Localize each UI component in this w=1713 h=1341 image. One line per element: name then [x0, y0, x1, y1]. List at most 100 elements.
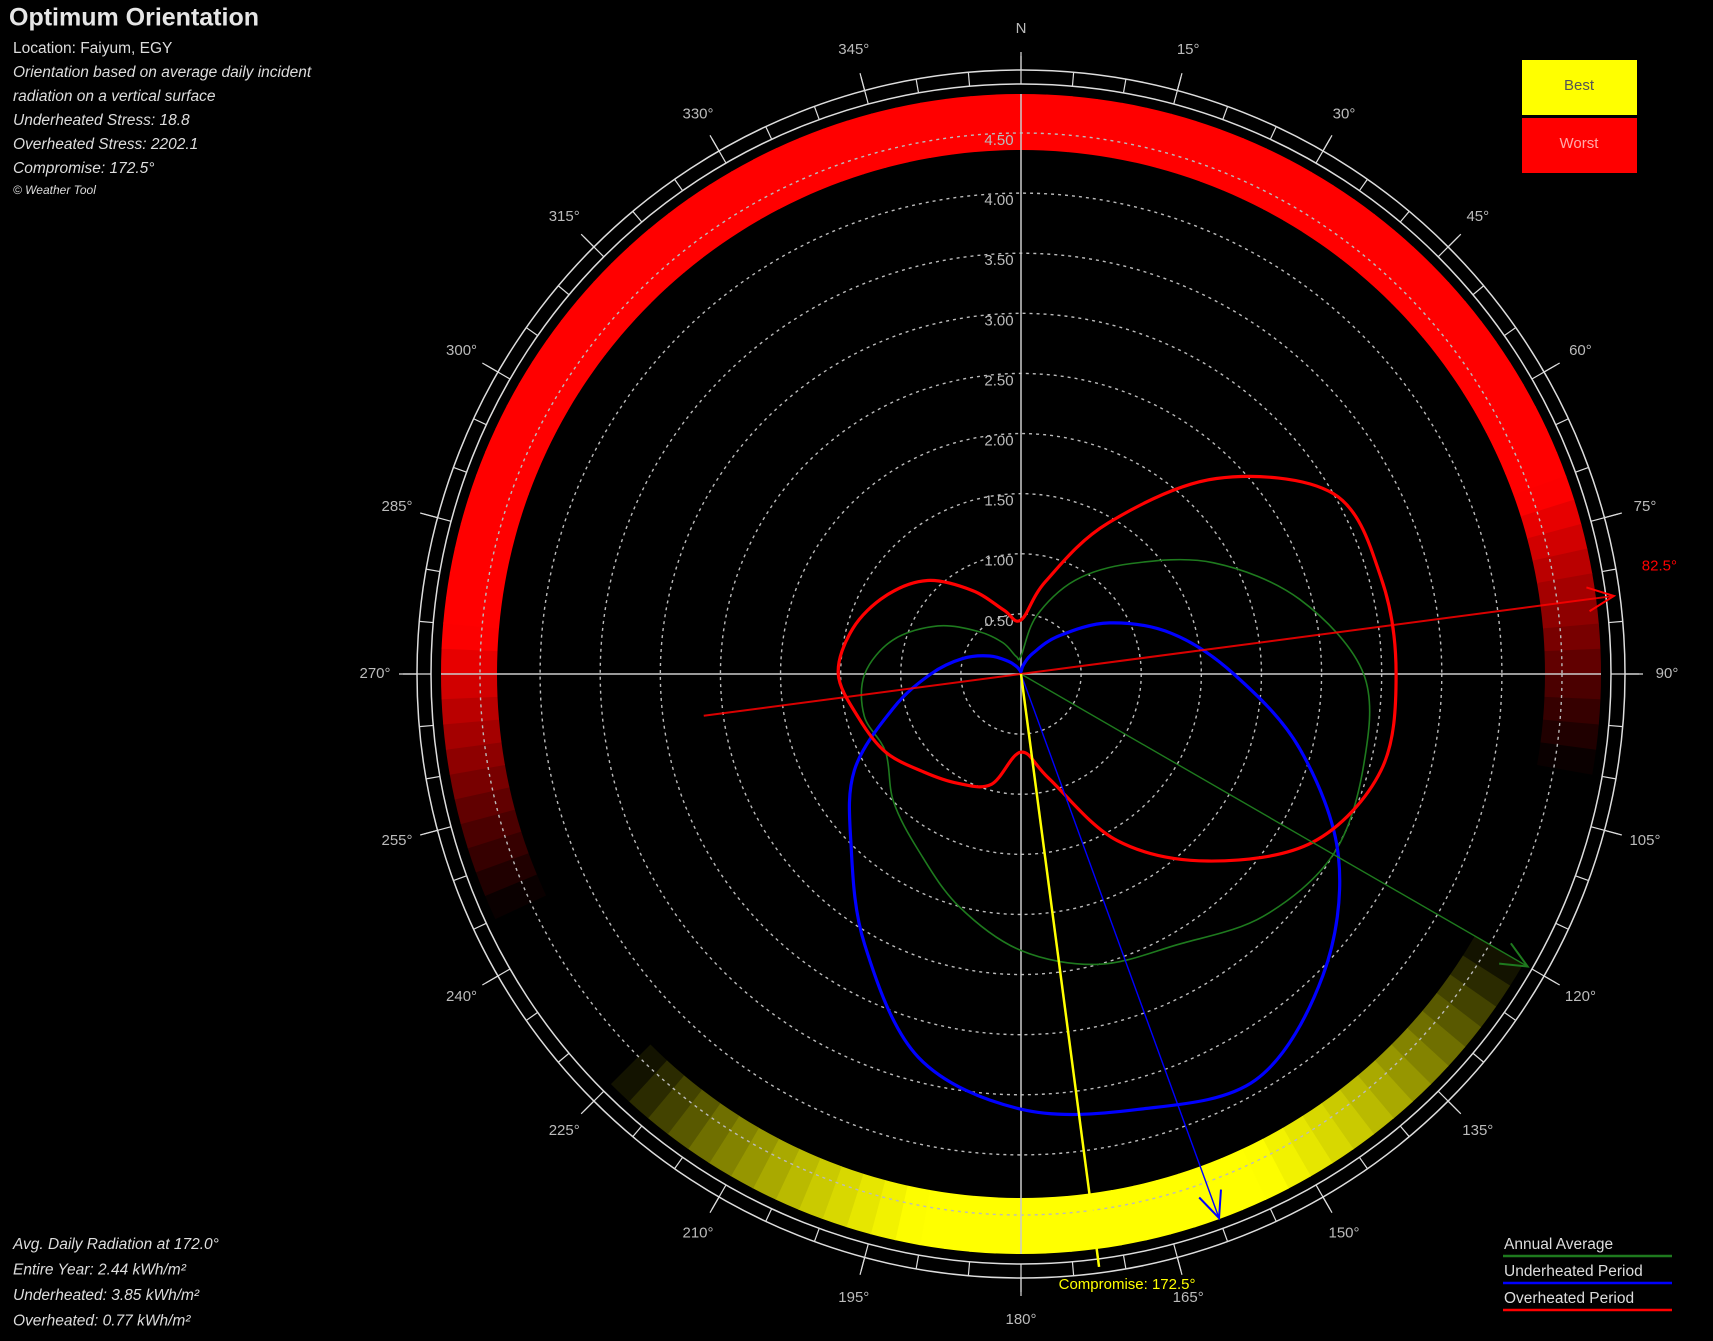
angle-tick-label: 240° — [446, 988, 477, 1005]
rating-ring-segment — [545, 320, 606, 374]
rating-ring-segment — [687, 1102, 740, 1164]
compass-tick — [1122, 1254, 1127, 1269]
rating-ring-segment — [1321, 198, 1375, 259]
rating-ring-segment — [1422, 301, 1482, 356]
rating-ring-segment — [667, 1089, 721, 1150]
compass-tick — [1503, 1011, 1517, 1021]
rating-ring-segment — [484, 873, 547, 920]
rating-ring-segment — [1543, 623, 1601, 653]
direction-line — [1020, 673, 1528, 968]
rating-ring-segment — [610, 245, 668, 304]
rating-ring-segment — [1407, 282, 1466, 338]
compass-tick — [453, 875, 467, 882]
info-text: radiation on a vertical surface — [13, 88, 216, 105]
rating-ring-segment — [629, 229, 685, 288]
angle-tick-label: 15° — [1177, 41, 1200, 58]
rating-ring-segment — [1505, 452, 1567, 496]
compass-tick — [473, 418, 487, 426]
rating-ring-segment — [506, 383, 568, 433]
compass-tick — [765, 126, 773, 140]
compass-tick — [426, 568, 441, 573]
rating-legend-label: Worst — [1560, 135, 1600, 152]
rating-ring-segment — [560, 300, 621, 356]
rating-ring-segment — [1532, 548, 1593, 584]
compass-tick — [1399, 1125, 1410, 1138]
rating-ring-segment — [1200, 128, 1244, 191]
rating-ring-segment — [1357, 1060, 1413, 1119]
rating-ring-segment — [576, 1010, 635, 1066]
compass-tick — [915, 1254, 920, 1269]
rating-ring-segment — [822, 120, 865, 182]
rating-ring-segment — [531, 340, 593, 393]
angle-tick-label: 330° — [682, 106, 713, 123]
rating-ring-segment — [1242, 148, 1290, 210]
angle-tick — [1176, 73, 1183, 91]
rating-ring-segment — [920, 98, 954, 158]
rating-ring-segment — [1462, 362, 1524, 413]
rating-ring-segment — [560, 992, 620, 1047]
rating-ring-segment — [1089, 98, 1123, 159]
rating-ring-segment — [1282, 1115, 1333, 1177]
angle-tick — [1604, 512, 1622, 519]
compass-tick — [525, 327, 539, 337]
angle-tick-label: 345° — [838, 41, 869, 58]
info-text: Compromise: 172.5° — [13, 160, 154, 177]
compass-tick — [453, 466, 467, 473]
rating-ring-segment — [441, 647, 498, 674]
angle-tick — [1447, 1100, 1462, 1115]
rating-ring-segment — [944, 1193, 976, 1252]
rating-ring-segment — [545, 973, 606, 1028]
angle-tick — [859, 73, 866, 91]
info-text: Underheated Stress: 18.8 — [13, 112, 190, 129]
angle-tick — [709, 1196, 720, 1213]
rating-ring-segment — [821, 1166, 864, 1228]
angle-tick — [1543, 362, 1560, 373]
angle-tick — [1322, 135, 1333, 152]
rating-ring-segment — [1262, 1127, 1311, 1189]
compass-tick — [1472, 285, 1485, 296]
rating-ring-segment — [1542, 696, 1601, 726]
rating-ring-segment — [1177, 1166, 1220, 1228]
compass-tick — [525, 1011, 539, 1021]
r-tick-label: 4.00 — [984, 192, 1013, 209]
rating-ring-segment — [919, 1189, 953, 1250]
compass-tick — [967, 72, 971, 87]
angle-tick-label: 45° — [1466, 208, 1489, 225]
rating-ring-segment — [667, 198, 722, 259]
rating-ring-segment — [1357, 229, 1414, 289]
compass-tick — [915, 79, 920, 94]
angle-tick-label: 120° — [1565, 988, 1596, 1005]
compass-tick — [1555, 922, 1569, 930]
rating-ring-segment — [798, 1157, 842, 1220]
angle-tick-label: 165° — [1173, 1289, 1204, 1306]
direction-line — [1020, 673, 1220, 1219]
rating-ring-segment — [945, 96, 977, 155]
compass-tick — [1071, 72, 1075, 87]
angle-tick — [859, 1257, 866, 1275]
rating-ring-segment — [995, 94, 1023, 151]
compass-tick — [1222, 106, 1229, 120]
rating-ring-segment — [506, 915, 568, 964]
rating-ring-segment — [1241, 1138, 1289, 1201]
rating-ring-segment — [475, 852, 537, 896]
rating-ring-segment — [1485, 406, 1548, 454]
rating-ring-segment — [518, 935, 580, 986]
angle-tick — [709, 135, 720, 152]
angle-tick-label: 270° — [359, 665, 390, 682]
rating-ring-segment — [895, 102, 931, 163]
rating-ring-segment — [460, 808, 522, 849]
rating-ring-segment — [1302, 184, 1355, 246]
compass-tick — [1601, 568, 1616, 573]
angle-tick-label: 225° — [549, 1122, 580, 1139]
rating-ring-segment — [731, 159, 780, 221]
rating-ring-segment — [1513, 475, 1575, 518]
angle-tick-label: 255° — [381, 832, 412, 849]
rating-ring-segment — [969, 1195, 999, 1254]
angle-tick-label: 210° — [682, 1224, 713, 1241]
info-text: Orientation based on average daily incid… — [13, 64, 312, 81]
angle-tick — [482, 975, 499, 986]
rating-ring-segment — [1450, 341, 1511, 394]
rating-ring-segment — [1199, 1158, 1243, 1220]
